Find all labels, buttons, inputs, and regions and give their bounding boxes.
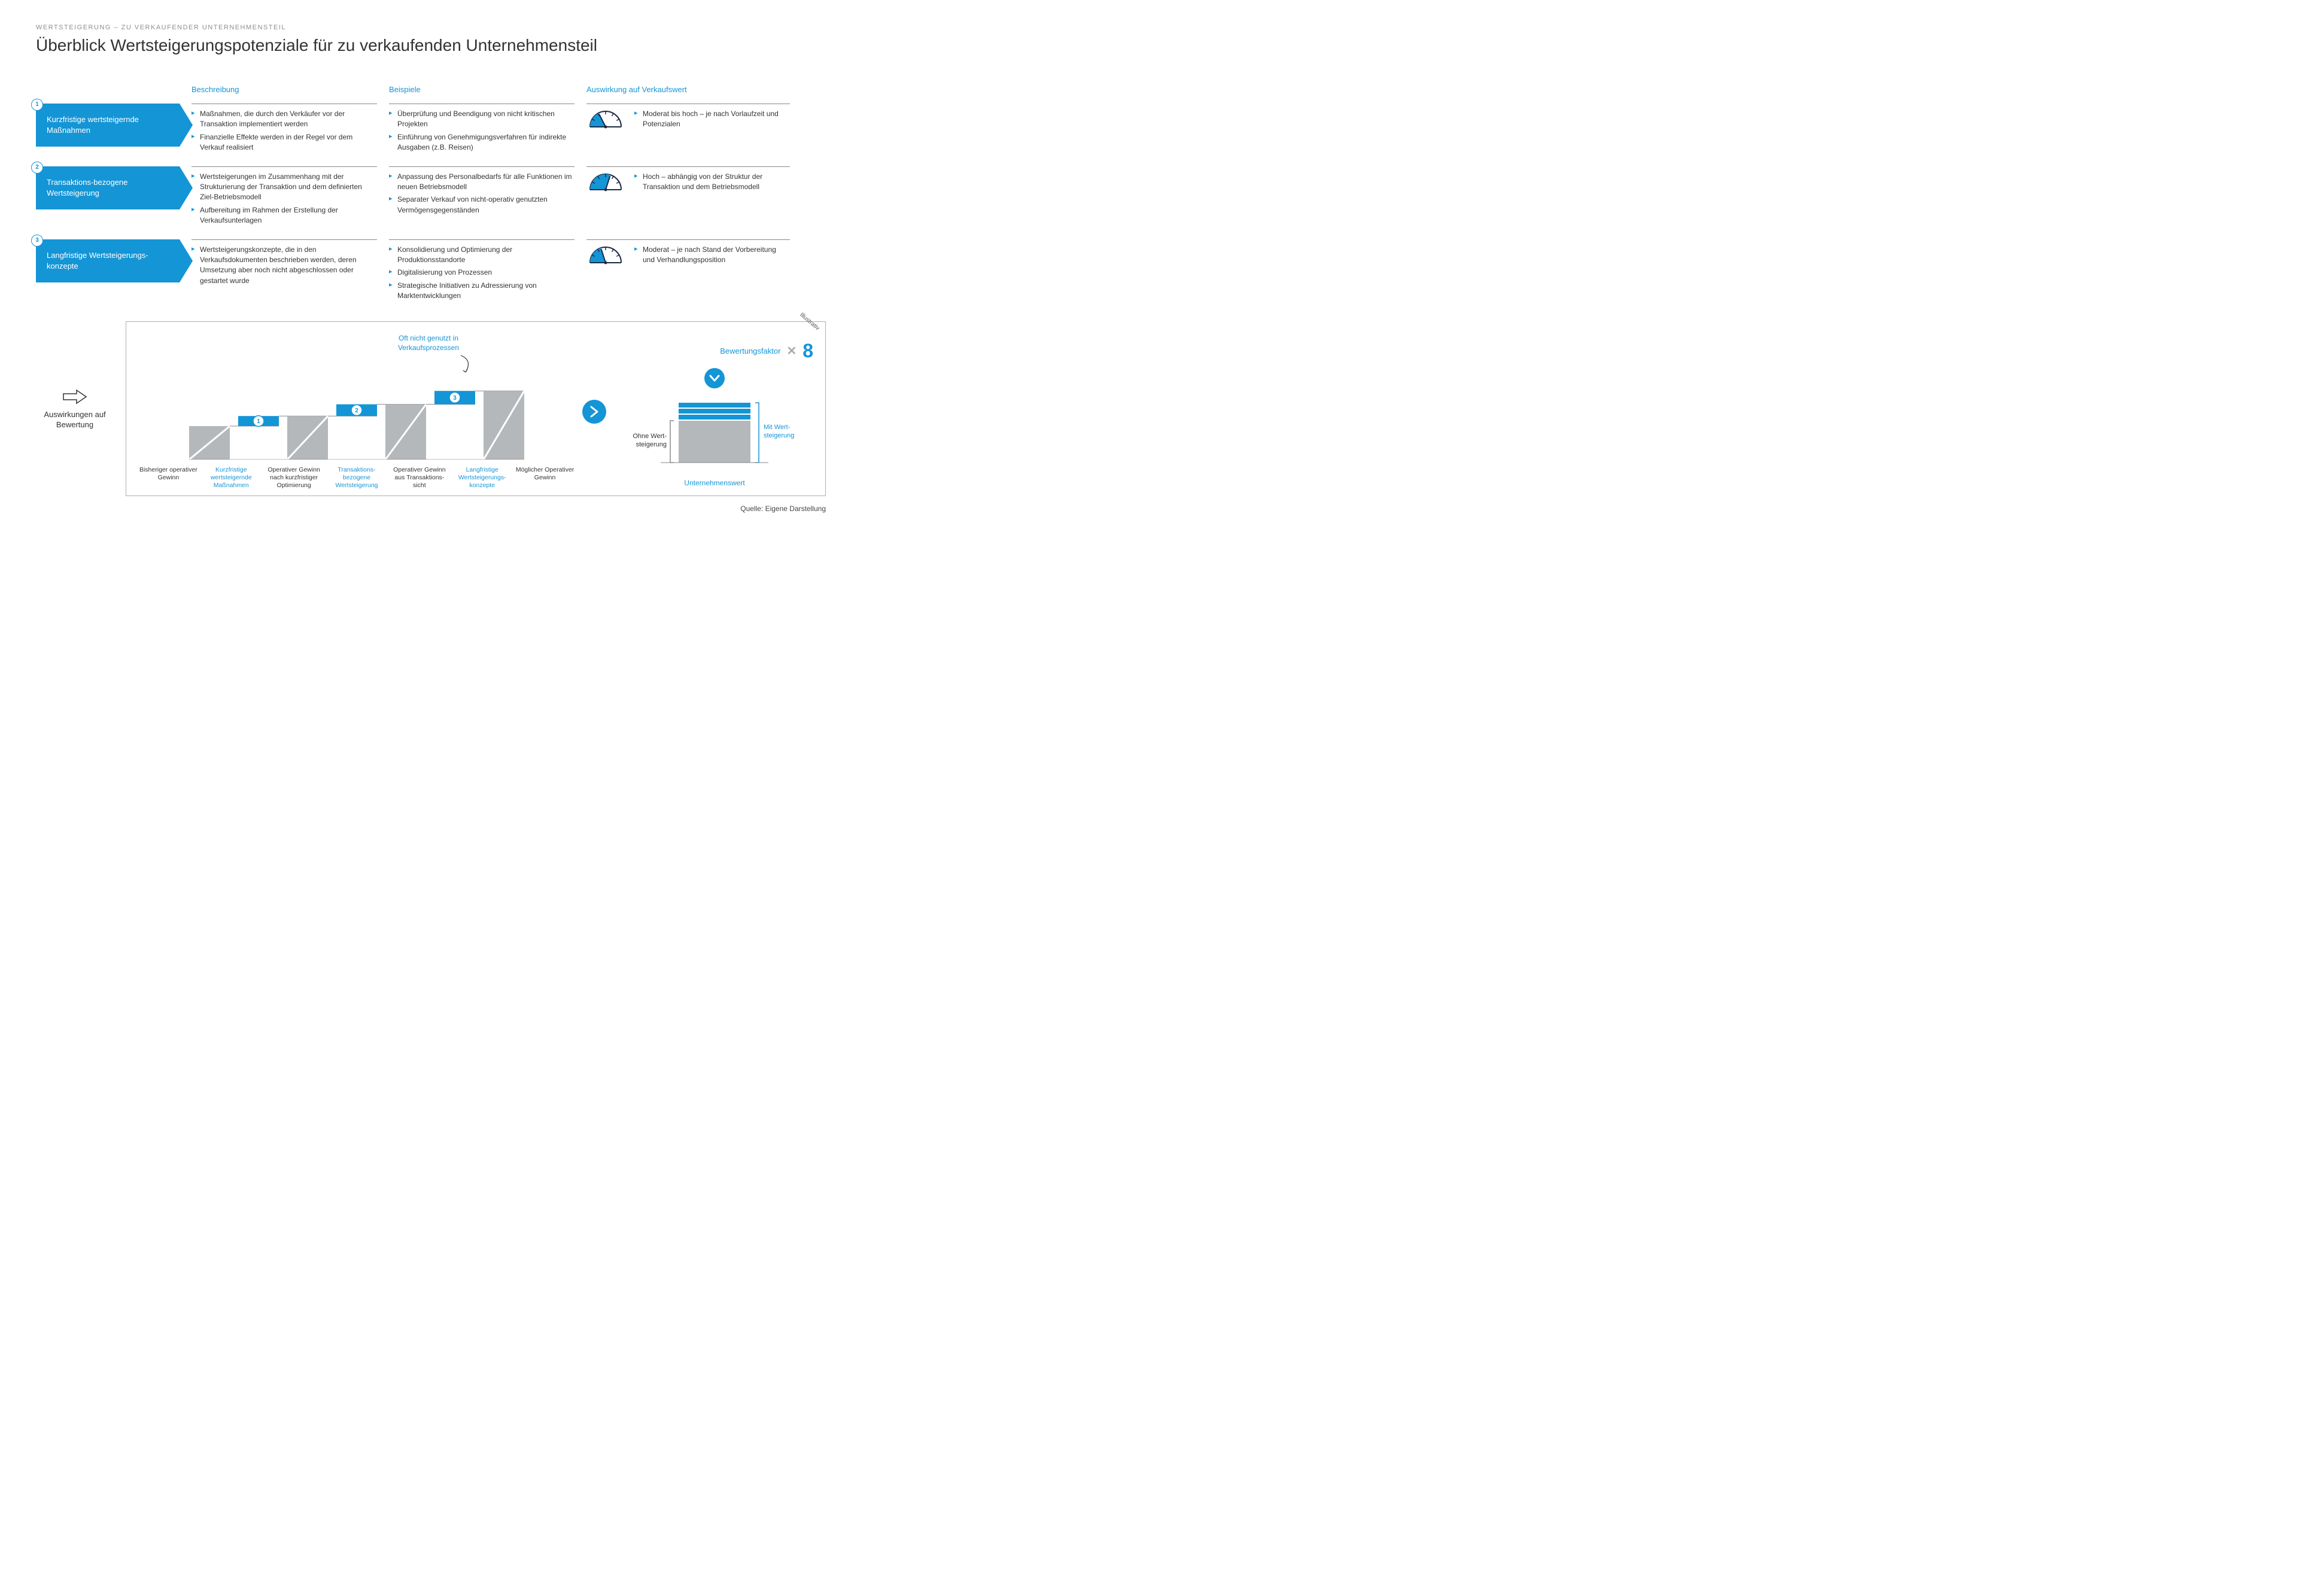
svg-text:Ohne Wert-: Ohne Wert- — [633, 433, 667, 440]
chevron-down-icon — [704, 368, 725, 388]
valuation-bars: Ohne Wert-steigerungMit Wert-steigerung — [616, 393, 813, 471]
waterfall-bar-label: Kurzfristige wertsteigernde Maßnahmen — [201, 466, 262, 490]
waterfall-column: Oft nicht genutzt in Verkaufsprozessen 1… — [138, 334, 575, 490]
category-number: 3 — [31, 235, 43, 247]
svg-text:Mit Wert-: Mit Wert- — [764, 424, 791, 431]
bullet-item: Anpassung des Personalbedarfs für alle F… — [389, 172, 574, 193]
factor-value: 8 — [803, 340, 813, 362]
waterfall-bar-label: Operativer Gewinn aus Transaktions-sicht — [389, 466, 449, 490]
svg-text:steigerung: steigerung — [636, 441, 667, 448]
waterfall-bar-label: Operativer Gewinn nach kurzfristiger Opt… — [264, 466, 324, 490]
waterfall-chart: 1 2 3 — [138, 354, 575, 460]
impact-text: Moderat bis hoch – je nach Vorlaufzeit u… — [634, 109, 790, 130]
col-header-auswirkung: Auswirkung auf Verkaufswert — [586, 85, 790, 96]
category-label: Langfristige Wertsteigerungs-konzepte — [47, 250, 169, 271]
svg-text:steigerung: steigerung — [764, 432, 794, 439]
category-number: 2 — [31, 162, 43, 174]
impact-text: Hoch – abhängig von der Struktur der Tra… — [634, 172, 790, 193]
category-row: 1 Kurzfristige wertsteigernde Maßnahmen … — [36, 104, 826, 156]
category-arrow: 3 Langfristige Wertsteigerungs-konzepte — [36, 239, 180, 282]
waterfall-bar-label: Möglicher Operativer Gewinn — [515, 466, 575, 490]
bullet-item: Aufbereitung im Rahmen der Erstellung de… — [192, 205, 377, 226]
bullet-item: Maßnahmen, die durch den Verkäufer vor d… — [192, 109, 377, 130]
bullet-item: Separater Verkauf von nicht-operativ gen… — [389, 194, 574, 215]
waterfall-side-label: Auswirkungen auf Bewertung — [36, 388, 114, 430]
waterfall-annotation: Oft nicht genutzt in Verkaufsprozessen — [398, 334, 459, 352]
beschreibung-list: Maßnahmen, die durch den Verkäufer vor d… — [192, 104, 377, 156]
impact-cell: Hoch – abhängig von der Struktur der Tra… — [586, 166, 790, 196]
beispiele-list: Konsolidierung und Optimierung der Produ… — [389, 239, 574, 304]
impact-cell: Moderat – je nach Stand der Vorbereitung… — [586, 239, 790, 269]
svg-text:3: 3 — [453, 395, 457, 402]
impact-cell: Moderat bis hoch – je nach Vorlaufzeit u… — [586, 104, 790, 133]
beispiele-list: Überprüfung und Beendigung von nicht kri… — [389, 104, 574, 156]
beschreibung-list: Wertsteigerungen im Zusammenhang mit der… — [192, 166, 377, 229]
factor-label: Bewertungsfaktor — [720, 346, 780, 355]
arrow-right-icon — [62, 388, 87, 406]
category-arrow: 1 Kurzfristige wertsteigernde Maßnahmen — [36, 104, 180, 147]
svg-text:2: 2 — [355, 408, 358, 414]
valuation-panel: Bewertungsfaktor ✕ 8 Ohne Wert-steigerun… — [616, 336, 813, 487]
illustrativ-tag: Illustrativ — [798, 312, 820, 332]
column-headers: Beschreibung Beispiele Auswirkung auf Ve… — [36, 85, 826, 96]
gauge-icon — [586, 245, 625, 269]
waterfall-bar-label: Langfristige Wertsteigerungs-konzepte — [452, 466, 512, 490]
category-label: Transaktions-bezogene Wertsteigerung — [47, 177, 169, 198]
svg-text:1: 1 — [257, 418, 260, 425]
bullet-item: Wertsteigerungen im Zusammenhang mit der… — [192, 172, 377, 203]
bullet-item: Digitalisierung von Prozessen — [389, 267, 574, 278]
category-arrow: 2 Transaktions-bezogene Wertsteigerung — [36, 166, 180, 209]
source-line: Quelle: Eigene Darstellung — [36, 504, 826, 513]
beispiele-list: Anpassung des Personalbedarfs für alle F… — [389, 166, 574, 218]
col-header-beschreibung: Beschreibung — [192, 85, 377, 96]
waterfall-bar-label: Bisheriger operativer Gewinn — [138, 466, 199, 490]
col-header-beispiele: Beispiele — [389, 85, 574, 96]
bullet-item: Wertsteigerungskonzepte, die in den Verk… — [192, 245, 377, 287]
bullet-item: Finanzielle Effekte werden in der Regel … — [192, 132, 377, 153]
bullet-item: Überprüfung und Beendigung von nicht kri… — [389, 109, 574, 130]
unternehmenswert-label: Unternehmenswert — [616, 479, 813, 487]
page-title: Überblick Wertsteigerungspotenziale für … — [36, 36, 826, 55]
impact-text: Moderat – je nach Stand der Vorbereitung… — [634, 245, 790, 266]
gauge-icon — [586, 109, 625, 133]
chart-box: Illustrativ Oft nicht genutzt in Verkauf… — [126, 321, 826, 496]
bullet-item: Einführung von Genehmigungsverfahren für… — [389, 132, 574, 153]
category-row: 2 Transaktions-bezogene Wertsteigerung W… — [36, 166, 826, 229]
eyebrow: WERTSTEIGERUNG – ZU VERKAUFENDER UNTERNE… — [36, 24, 826, 31]
category-label: Kurzfristige wertsteigernde Maßnahmen — [47, 114, 169, 135]
category-number: 1 — [31, 99, 43, 111]
category-row: 3 Langfristige Wertsteigerungs-konzepte … — [36, 239, 826, 304]
beschreibung-list: Wertsteigerungskonzepte, die in den Verk… — [192, 239, 377, 289]
bullet-item: Strategische Initiativen zu Adressierung… — [389, 281, 574, 302]
bullet-item: Konsolidierung und Optimierung der Produ… — [389, 245, 574, 266]
gauge-icon — [586, 172, 625, 196]
multiply-icon: ✕ — [786, 343, 797, 358]
chevron-right-icon — [582, 400, 606, 424]
waterfall-bar-label: Transaktions-bezogene Wertsteigerung — [327, 466, 387, 490]
